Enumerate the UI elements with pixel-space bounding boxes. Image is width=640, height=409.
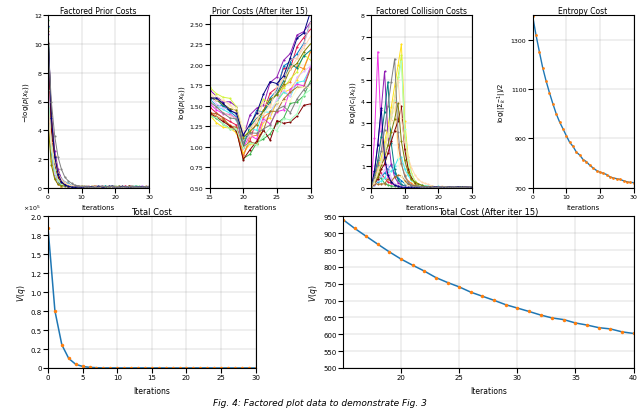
Text: $\times10^5$: $\times10^5$: [23, 204, 41, 213]
Title: Total Cost: Total Cost: [131, 207, 172, 216]
Title: Total Cost (After iter 15): Total Cost (After iter 15): [438, 207, 538, 216]
Y-axis label: $\log(p(c_i|x_k))$: $\log(p(c_i|x_k))$: [348, 81, 360, 124]
Y-axis label: $\log(|\Sigma_k^{-1}|)/2$: $\log(|\Sigma_k^{-1}|)/2$: [496, 82, 509, 122]
Title: Factored Collision Costs: Factored Collision Costs: [376, 7, 467, 16]
Title: Factored Prior Costs: Factored Prior Costs: [60, 7, 137, 16]
X-axis label: Iterations: Iterations: [133, 386, 170, 395]
X-axis label: Iterations: Iterations: [82, 205, 115, 211]
Title: Prior Costs (After iter 15): Prior Costs (After iter 15): [212, 7, 308, 16]
Y-axis label: $V(q)$: $V(q)$: [307, 284, 321, 301]
Y-axis label: $\log(p(x_k))$: $\log(p(x_k))$: [177, 85, 187, 119]
X-axis label: Iterations: Iterations: [470, 386, 507, 395]
Y-axis label: $-\log(p(x_k))$: $-\log(p(x_k))$: [21, 82, 31, 122]
Title: Entropy Cost: Entropy Cost: [559, 7, 608, 16]
X-axis label: Iterations: Iterations: [405, 205, 438, 211]
X-axis label: Iterations: Iterations: [566, 205, 600, 211]
Text: Fig. 4: Factored plot data to demonstrate Fig. 3: Fig. 4: Factored plot data to demonstrat…: [213, 398, 427, 407]
X-axis label: Iterations: Iterations: [243, 205, 276, 211]
Y-axis label: $V(q)$: $V(q)$: [15, 284, 28, 301]
